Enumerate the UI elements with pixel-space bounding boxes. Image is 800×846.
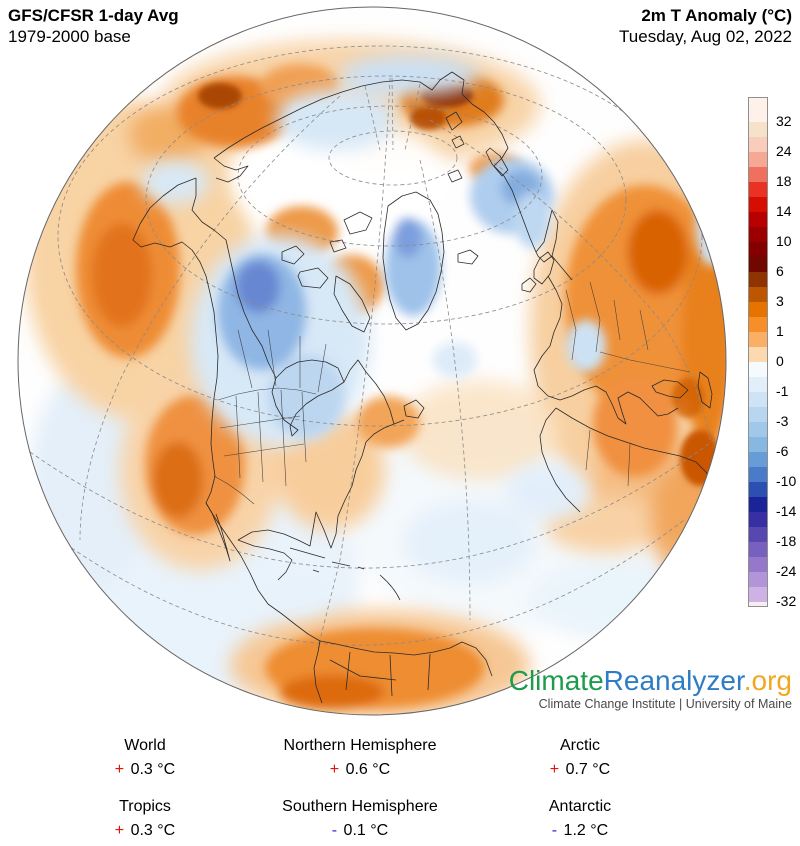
colorbar-tick: 18	[776, 173, 792, 189]
colorbar-tick: -10	[776, 473, 797, 489]
colorbar-tick: -6	[776, 443, 789, 459]
colorbar-tick: -18	[776, 533, 797, 549]
colorbar-tick-labels: 32 24 18 14 10 6 3 1 0 -1 -3 -6 -10 -14 -18 -24 -32	[776, 97, 800, 609]
colorbar-tick: 32	[776, 113, 792, 129]
logo-wordmark[interactable]: ClimateReanalyzer.org	[509, 666, 792, 696]
colorbar-tick: 24	[776, 143, 792, 159]
baseline-subtitle: 1979-2000 base	[8, 27, 131, 46]
temperature-colorbar	[748, 97, 768, 607]
variable-title: 2m T Anomaly (°C)	[641, 6, 792, 25]
globe-raster	[18, 7, 726, 715]
coastlines	[132, 71, 726, 704]
colorbar-tick: -24	[776, 563, 797, 579]
dataset-title: GFS/CFSR 1-day Avg	[8, 6, 179, 25]
header-right: 2m T Anomaly (°C) Tuesday, Aug 02, 2022	[619, 5, 792, 47]
colorbar-tick: -14	[776, 503, 797, 519]
colorbar-tick: -32	[776, 593, 797, 609]
logo-part-reanalyzer: Reanalyzer	[603, 665, 744, 696]
colorbar-tick: 0	[776, 353, 784, 369]
colorbar-tick: -1	[776, 383, 789, 399]
logo-part-climate: Climate	[508, 665, 604, 696]
colorbar-tick: 10	[776, 233, 792, 249]
colorbar-tick: 3	[776, 293, 784, 309]
colorbar-tick: -3	[776, 413, 789, 429]
colorbar-tick: 6	[776, 263, 784, 279]
logo-subtitle: Climate Change Institute | University of…	[538, 697, 792, 711]
logo-part-org: .org	[743, 665, 792, 696]
colorbar-tick: 14	[776, 203, 792, 219]
header-left: GFS/CFSR 1-day Avg 1979-2000 base	[8, 5, 179, 47]
colorbar-tick: 1	[776, 323, 784, 339]
globe-limb	[17, 6, 727, 716]
date-subtitle: Tuesday, Aug 02, 2022	[619, 27, 792, 46]
climate-reanalyzer-logo[interactable]: ClimateReanalyzer.org Climate Change Ins…	[509, 666, 792, 712]
political-borders	[213, 281, 691, 505]
